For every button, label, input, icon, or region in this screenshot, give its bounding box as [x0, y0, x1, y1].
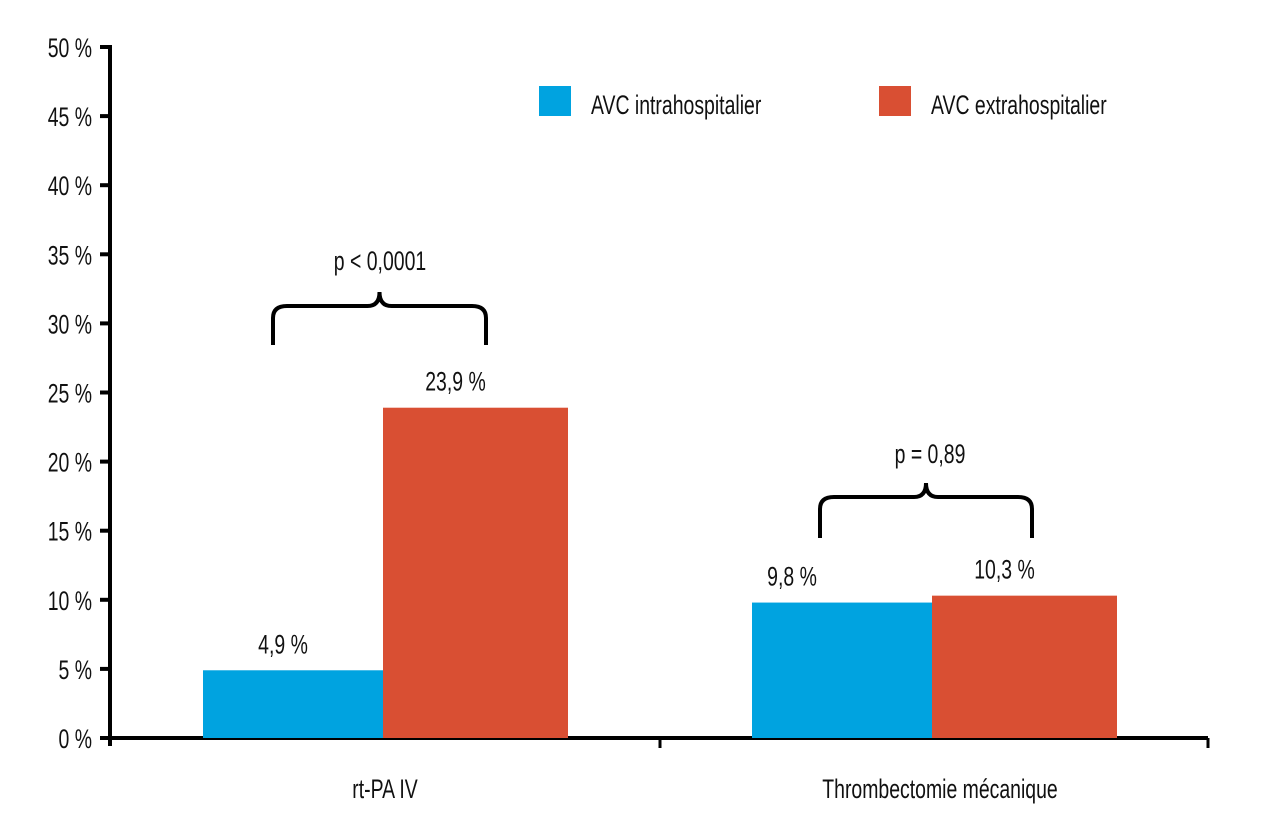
- bar-value-label: 23,9 %: [425, 367, 486, 397]
- bar-extra: [383, 407, 568, 738]
- legend-label: AVC intrahospitalier: [591, 90, 761, 120]
- bar-value-label: 4,9 %: [258, 629, 308, 659]
- bar-extra: [932, 595, 1117, 738]
- y-tick-label: 10 %: [48, 586, 92, 616]
- p-value-annotation: p = 0,89: [895, 439, 966, 469]
- y-tick-label: 0 %: [59, 724, 93, 754]
- y-tick-label: 50 %: [48, 33, 92, 63]
- y-tick-label: 40 %: [48, 171, 92, 201]
- significance-brace: [271, 291, 488, 345]
- legend-label: AVC extrahospitalier: [931, 90, 1107, 120]
- x-category-label: Thrombectomie mécanique: [822, 774, 1057, 804]
- bar-intra: [203, 670, 383, 738]
- y-tick-label: 30 %: [48, 309, 92, 339]
- significance-brace: [818, 482, 1034, 538]
- y-tick-label: 25 %: [48, 378, 92, 408]
- bar-intra: [752, 602, 932, 738]
- p-value-annotation: p < 0,0001: [334, 246, 426, 276]
- bar-value-label: 9,8 %: [767, 561, 817, 591]
- y-tick-label: 15 %: [48, 517, 92, 547]
- x-category-label: rt-PA IV: [352, 774, 418, 804]
- y-tick-label: 20 %: [48, 447, 92, 477]
- y-tick-label: 5 %: [59, 655, 93, 685]
- legend-swatch: [539, 86, 571, 116]
- y-tick-label: 35 %: [48, 240, 92, 270]
- legend-swatch: [879, 86, 911, 116]
- bar-value-label: 10,3 %: [974, 555, 1035, 585]
- y-tick-label: 45 %: [48, 102, 92, 132]
